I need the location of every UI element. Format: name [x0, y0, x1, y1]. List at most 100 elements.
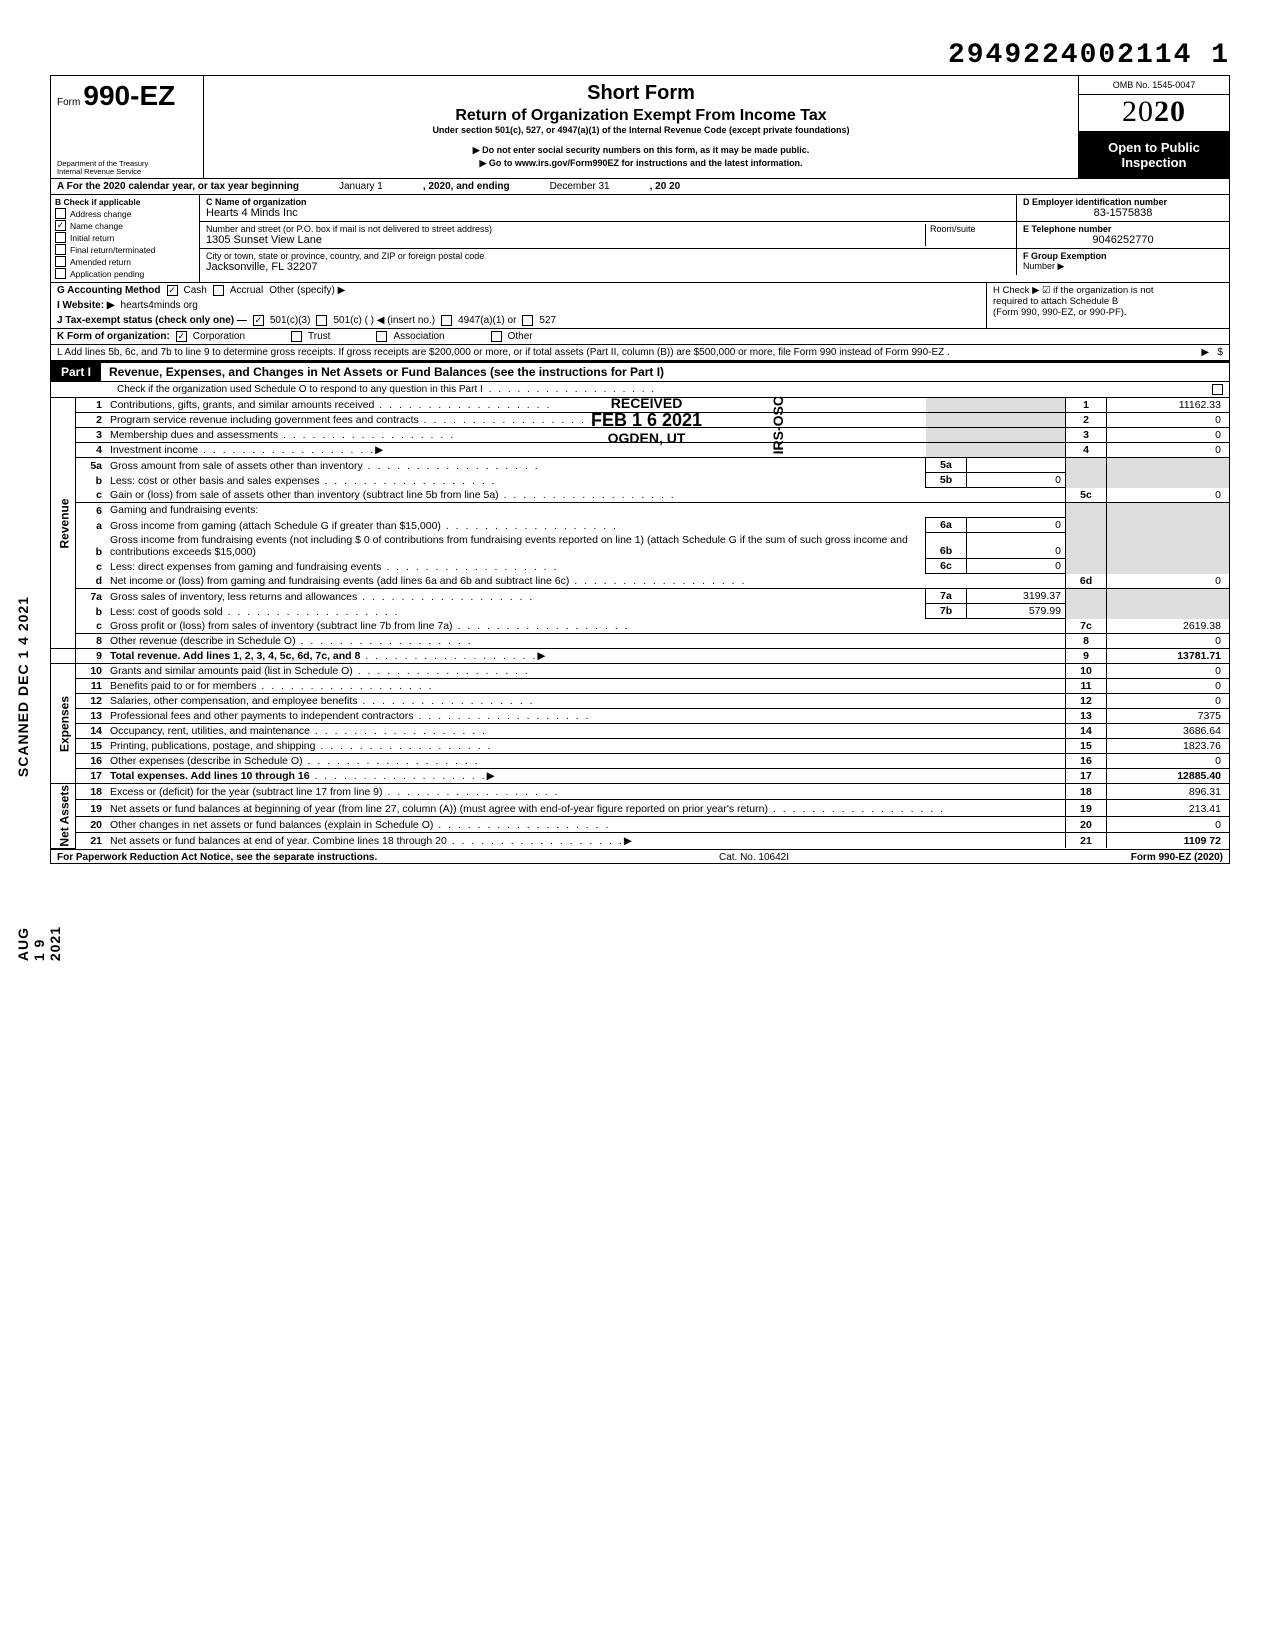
- part1-tab: Part I: [51, 363, 101, 381]
- chk-4947[interactable]: [441, 315, 452, 326]
- ln-11: 11: [76, 679, 107, 694]
- mval-6a: 0: [967, 518, 1066, 533]
- lbl-app-pending: Application pending: [70, 269, 144, 279]
- val-9: 13781.71: [1107, 649, 1230, 664]
- mbox-7b: 7b: [926, 604, 967, 619]
- tax-year: 2020: [1079, 95, 1229, 132]
- form-number: 990-EZ: [83, 80, 175, 111]
- line-l-text: L Add lines 5b, 6c, and 7b to line 9 to …: [57, 347, 950, 358]
- desc-19: Net assets or fund balances at beginning…: [110, 803, 768, 815]
- chk-accrual[interactable]: [213, 285, 224, 296]
- desc-4: Investment income: [110, 444, 198, 456]
- box-10: 10: [1066, 664, 1107, 679]
- document-id: 2949224002114 1: [50, 40, 1230, 71]
- ln-1: 1: [76, 398, 107, 413]
- chk-amended[interactable]: [55, 256, 66, 267]
- chk-address-change[interactable]: [55, 208, 66, 219]
- line-g-label: G Accounting Method: [57, 285, 161, 296]
- mbox-6b: 6b: [926, 533, 967, 559]
- desc-8: Other revenue (describe in Schedule O): [110, 635, 296, 647]
- mval-5b: 0: [967, 473, 1066, 488]
- website-value: hearts4minds org: [121, 300, 198, 311]
- ln-7c: c: [76, 619, 107, 634]
- box-b: B Check if applicable Address change ✓Na…: [51, 195, 200, 282]
- desc-14: Occupancy, rent, utilities, and maintena…: [110, 725, 310, 737]
- ln-15: 15: [76, 739, 107, 754]
- ln-10: 10: [76, 664, 107, 679]
- lbl-name-change: Name change: [70, 221, 123, 231]
- addr-value: 1305 Sunset View Lane: [206, 234, 925, 246]
- val-16: 0: [1107, 754, 1230, 769]
- chk-final-return[interactable]: [55, 244, 66, 255]
- chk-name-change[interactable]: ✓: [55, 220, 66, 231]
- lbl-501c3: 501(c)(3): [270, 315, 311, 326]
- mval-7b: 579.99: [967, 604, 1066, 619]
- box-15: 15: [1066, 739, 1107, 754]
- lbl-4947: 4947(a)(1) or: [458, 315, 516, 326]
- year-prefix: 20: [1122, 95, 1154, 128]
- note-ssn: ▶ Do not enter social security numbers o…: [214, 145, 1068, 156]
- chk-corp[interactable]: ✓: [176, 331, 187, 342]
- box-19: 19: [1066, 800, 1107, 816]
- box-5c: 5c: [1066, 488, 1107, 503]
- desc-18: Excess or (deficit) for the year (subtra…: [110, 786, 383, 798]
- box-f-label: F Group Exemption: [1023, 251, 1223, 261]
- chk-501c[interactable]: [316, 315, 327, 326]
- chk-initial-return[interactable]: [55, 232, 66, 243]
- mbox-5a: 5a: [926, 458, 967, 473]
- title-short-form: Short Form: [214, 82, 1068, 105]
- box-h: H Check ▶ ☑ if the organization is not r…: [986, 283, 1229, 328]
- line-l: L Add lines 5b, 6c, and 7b to line 9 to …: [51, 345, 1229, 361]
- box-4: 4: [1066, 443, 1107, 458]
- title-return: Return of Organization Exempt From Incom…: [214, 107, 1068, 125]
- open-to-public: Open to Public Inspection: [1079, 132, 1229, 178]
- desc-11: Benefits paid to or for members: [110, 680, 256, 692]
- desc-21: Net assets or fund balances at end of ye…: [110, 835, 447, 847]
- desc-17: Total expenses. Add lines 10 through 16: [110, 770, 310, 782]
- city-label: City or town, state or province, country…: [206, 251, 484, 261]
- ein-value: 83-1575838: [1023, 207, 1223, 219]
- chk-trust[interactable]: [291, 331, 302, 342]
- val-2: 0: [1107, 413, 1230, 428]
- desc-6a: Gross income from gaming (attach Schedul…: [110, 520, 441, 532]
- box-17: 17: [1066, 769, 1107, 784]
- val-13: 7375: [1107, 709, 1230, 724]
- box-7c: 7c: [1066, 619, 1107, 634]
- box-11: 11: [1066, 679, 1107, 694]
- box-9: 9: [1066, 649, 1107, 664]
- box-14: 14: [1066, 724, 1107, 739]
- ln-6c: c: [76, 559, 107, 574]
- chk-cash[interactable]: ✓: [167, 285, 178, 296]
- box-18: 18: [1066, 784, 1107, 800]
- chk-schedule-o[interactable]: [1212, 384, 1223, 395]
- chk-527[interactable]: [522, 315, 533, 326]
- desc-2: Program service revenue including govern…: [110, 414, 419, 426]
- box-3: 3: [1066, 428, 1107, 443]
- val-19: 213.41: [1107, 800, 1230, 816]
- ln-6b: b: [76, 533, 107, 559]
- desc-5a: Gross amount from sale of assets other t…: [110, 460, 363, 472]
- lbl-trust: Trust: [308, 331, 330, 342]
- val-4: 0: [1107, 443, 1230, 458]
- ln-5b: b: [76, 473, 107, 488]
- chk-other-org[interactable]: [491, 331, 502, 342]
- year-suffix: 20: [1154, 95, 1186, 128]
- box-f-label2: Number ▶: [1023, 261, 1223, 272]
- footer: For Paperwork Reduction Act Notice, see …: [51, 849, 1229, 863]
- lbl-corp: Corporation: [193, 331, 245, 342]
- ln-6d: d: [76, 574, 107, 589]
- chk-501c3[interactable]: ✓: [253, 315, 264, 326]
- aug-date-stamp: AUG 1 9 2021: [15, 926, 63, 961]
- side-net-assets: Net Assets: [51, 784, 76, 849]
- ln-21: 21: [76, 832, 107, 848]
- lbl-cash: Cash: [184, 285, 207, 296]
- chk-assoc[interactable]: [376, 331, 387, 342]
- line-a-tail: , 20 20: [650, 181, 681, 192]
- mval-6b: 0: [967, 533, 1066, 559]
- val-18: 896.31: [1107, 784, 1230, 800]
- lbl-address-change: Address change: [70, 209, 131, 219]
- chk-app-pending[interactable]: [55, 268, 66, 279]
- lbl-initial-return: Initial return: [70, 233, 114, 243]
- line-a-begin: January 1: [339, 181, 383, 192]
- lbl-527: 527: [539, 315, 556, 326]
